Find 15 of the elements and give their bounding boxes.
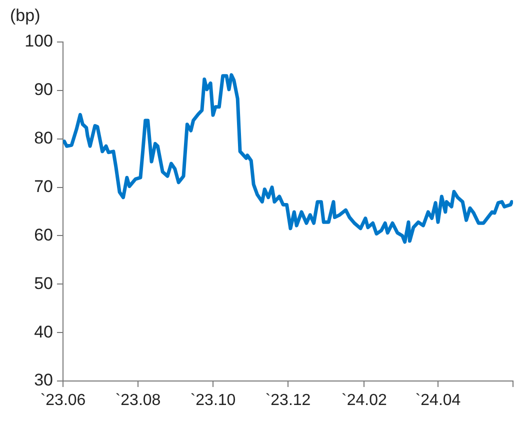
x-tick-label: `23.10 [190,392,236,410]
x-tick-label: `23.06 [40,392,86,410]
x-tick-label: `24.02 [342,392,388,410]
y-tick-label: 50 [34,274,53,293]
x-tick-label: `23.08 [115,392,161,410]
y-tick-label: 30 [34,370,53,390]
y-tick-label: 40 [34,322,53,342]
x-tick-label: `23.12 [265,392,311,410]
y-tick-label: 80 [34,128,53,148]
y-tick-label: 100 [24,32,53,51]
y-tick-label: 60 [34,225,53,244]
y-tick-label: 70 [34,176,53,196]
x-tick-label: `24.04 [415,392,461,410]
y-tick-label: 90 [34,80,53,100]
y-axis-title: (bp) [10,6,40,26]
